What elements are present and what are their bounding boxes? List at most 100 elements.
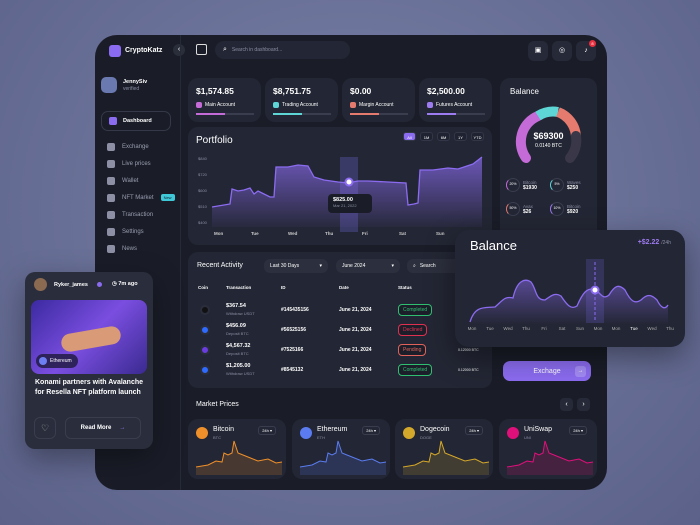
table-row[interactable]: $1,205.00 Withdraw USDT #8545132 June 21… (188, 362, 492, 380)
account-label: Futures Account (436, 102, 473, 108)
sidebar-item-transaction[interactable]: Transaction (95, 206, 180, 223)
column-header[interactable]: Date (339, 285, 349, 290)
exchange-button[interactable]: Exchage → (503, 361, 591, 381)
sidebar-item-label: Transaction (122, 211, 154, 218)
transaction-date: June 21, 2024 (339, 347, 372, 353)
range-6m-button[interactable]: 6M (437, 132, 450, 141)
column-header[interactable]: Coin (198, 285, 208, 290)
sidebar-item-settings[interactable]: Settings (95, 223, 180, 240)
market-coin-card[interactable]: Bitcoin BTC 24h ▾ (188, 419, 286, 479)
asset-item[interactable]: 50% Avax $26 (506, 202, 533, 216)
account-card[interactable]: $1,574.85 Main Account (188, 78, 261, 122)
activity-search-input[interactable]: ⌕ Search (407, 259, 467, 273)
layout-icon[interactable] (196, 44, 207, 55)
account-amount: $8,751.75 (273, 86, 311, 96)
asset-name: Waves (567, 179, 581, 185)
transaction-type: Deposit BTC (226, 331, 249, 336)
sidebar-item-news[interactable]: News (95, 240, 180, 257)
account-amount: $1,574.85 (196, 86, 234, 96)
column-header[interactable]: ID (281, 285, 286, 290)
search-input[interactable]: ⌕ Search in dashboard... (215, 41, 350, 59)
column-header[interactable]: Transaction (226, 285, 252, 290)
news-card: Ryker_james ◷ 7m ago Ethereum Konami par… (25, 272, 153, 449)
sidebar-item-wallet[interactable]: Wallet (95, 172, 180, 189)
account-icon (350, 102, 356, 108)
read-more-button[interactable]: Read More → (65, 417, 141, 439)
asset-item[interactable]: 10% Bitcoin $920 (550, 202, 581, 216)
market-coin-card[interactable]: Ethereum ETH 24h ▾ (292, 419, 390, 479)
sidebar-item-dashboard[interactable]: Dashboard (101, 111, 171, 131)
table-row[interactable]: $456.09 Deposit BTC #56525156 June 21, 2… (188, 322, 492, 340)
sparkline-chart (402, 440, 490, 475)
sidebar-item-label: Live prices (122, 160, 151, 167)
sparkline-chart (299, 440, 387, 475)
account-card[interactable]: $8,751.75 Trading Account (265, 78, 338, 122)
asset-percent: 20% (506, 178, 520, 192)
collapse-sidebar-button[interactable]: ‹ (173, 44, 185, 56)
news-icon (107, 244, 115, 253)
next-button[interactable]: › (577, 398, 590, 411)
y-tick: $600 (198, 188, 208, 193)
account-label: Main Account (205, 102, 236, 108)
wallet-icon[interactable]: ▣ (528, 41, 548, 61)
transaction-id: #8545132 (281, 367, 304, 373)
tag-ethereum[interactable]: Ethereum (36, 354, 78, 368)
period-dropdown[interactable]: 24h ▾ (362, 426, 380, 435)
table-row[interactable]: $4,567.32 Deposit BTC #7525166 June 21, … (188, 342, 492, 360)
coin-icon (300, 427, 312, 439)
tag-label: Ethereum (50, 358, 72, 364)
balance-donut-chart (515, 106, 582, 163)
transaction-type: Withdraw USDT (226, 371, 255, 376)
range-1y-button[interactable]: 1Y (454, 132, 467, 141)
period-dropdown[interactable]: 24h ▾ (569, 426, 587, 435)
balance-area (470, 280, 668, 325)
period-dropdown[interactable]: 24h ▾ (258, 426, 276, 435)
asset-value: $26 (523, 208, 532, 215)
asset-percent: 10% (550, 202, 564, 216)
coin-symbol: UNI (524, 435, 531, 440)
settings-icon (107, 227, 115, 236)
logo-icon (109, 45, 121, 57)
month-dropdown[interactable]: June 2024 ▾ (336, 259, 400, 273)
balance-line-chart[interactable]: Mon Tue Wed Thu Fri Sat Sun Mon Mon Tue Wed Thu (455, 230, 685, 347)
globe-icon[interactable]: ◎ (552, 41, 572, 61)
sidebar-item-exchange[interactable]: Exchange (95, 138, 180, 155)
account-progress (273, 113, 302, 115)
account-card[interactable]: $0.00 Margin Account (342, 78, 415, 122)
exchange-button-label: Exchage (533, 367, 561, 375)
range-all-button[interactable]: All (403, 132, 416, 141)
range-1m-button[interactable]: 1M (420, 132, 433, 141)
column-header[interactable]: Status (398, 285, 412, 290)
period-dropdown[interactable]: Last 30 Days ▾ (264, 259, 328, 273)
table-row[interactable]: $367.54 Withdraw USDT #145435156 June 21… (188, 302, 492, 320)
asset-item[interactable]: 20% Bitcoin $1930 (506, 178, 537, 192)
sidebar-item-nft-market[interactable]: NFT Market New (95, 189, 180, 206)
x-tick: Sat (559, 326, 567, 331)
period-dropdown[interactable]: 24h ▾ (465, 426, 483, 435)
portfolio-chart[interactable]: $840 $720 $600 $510 $400 Mon Tue Wed Thu Fri Sat Su… (188, 127, 492, 245)
hover-point (590, 285, 600, 295)
balance-btc: 0.0140 BTC (535, 143, 562, 149)
avatar[interactable] (101, 77, 117, 93)
period-value: Last 30 Days (270, 263, 300, 269)
user-status: verified (123, 86, 140, 92)
prev-button[interactable]: ‹ (560, 398, 573, 411)
x-tick: Thu (522, 326, 530, 331)
transaction-date: June 21, 2024 (339, 367, 372, 373)
clock-icon: ◷ (112, 281, 119, 287)
news-headline[interactable]: Konami partners with Avalanche for Resel… (35, 379, 144, 396)
asset-item[interactable]: 5% Waves $250 (550, 178, 581, 192)
market-coin-card[interactable]: UniSwap UNI 24h ▾ (499, 419, 597, 479)
author-name: Ryker_james (54, 282, 88, 288)
asset-name: Bitcoin (567, 203, 581, 209)
sidebar-item-live-prices[interactable]: Live prices (95, 155, 180, 172)
x-tick: Mon (468, 326, 477, 331)
account-card[interactable]: $2,500.00 Futures Account (419, 78, 492, 122)
x-tick: Wed (503, 326, 513, 331)
sidebar-item-label: NFT Market (122, 194, 154, 201)
market-coin-card[interactable]: Dogecoin DOGE 24h ▾ (395, 419, 493, 479)
portfolio-area (212, 157, 482, 227)
like-button[interactable]: ♡ (34, 417, 56, 439)
status-badge: Declined (398, 324, 428, 336)
range-ytd-button[interactable]: YTD (471, 132, 484, 141)
